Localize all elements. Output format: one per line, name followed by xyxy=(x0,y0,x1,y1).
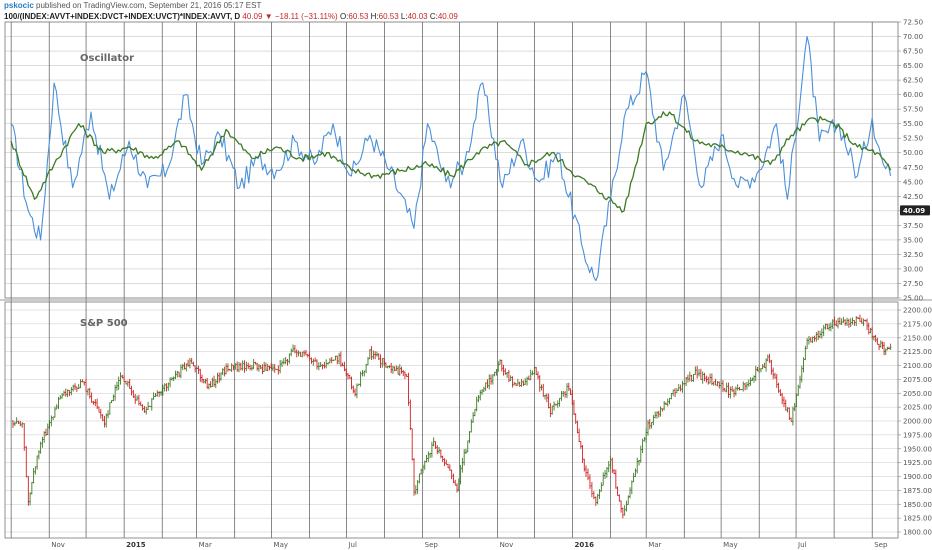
low-label: L: xyxy=(400,12,408,21)
x-tick-label: 2016 xyxy=(574,541,594,549)
spx-y-tick-label: 1800.00 xyxy=(903,529,932,537)
spx-y-tick-label: 2200.00 xyxy=(903,307,932,315)
oscillator-line-blue xyxy=(10,35,892,282)
osc-y-tick-label: 25.00 xyxy=(903,295,923,303)
spx-y-tick-label: 1950.00 xyxy=(903,445,932,453)
chart-header: pskocic published on TradingView.com, Se… xyxy=(4,1,904,22)
sp500-title: S&P 500 xyxy=(80,318,128,329)
sp500-panel-frame xyxy=(4,301,899,539)
spx-y-tick-label: 1875.00 xyxy=(903,487,932,495)
osc-y-tick-label: 62.50 xyxy=(903,77,923,85)
osc-y-tick-label: 32.50 xyxy=(903,251,923,259)
close-label: C: xyxy=(429,12,438,21)
publish-info: published on TradingView.com, September … xyxy=(36,1,262,10)
osc-y-tick-label: 70.00 xyxy=(903,33,923,41)
osc-y-tick-label: 37.50 xyxy=(903,222,923,230)
close-value: 40.09 xyxy=(437,12,458,21)
down-arrow-icon: ▼ xyxy=(264,12,273,21)
sp500-bars xyxy=(11,314,892,519)
osc-y-tick-label: 60.00 xyxy=(903,91,923,99)
spx-y-tick-label: 2175.00 xyxy=(903,320,932,328)
osc-y-tick-label: 47.50 xyxy=(903,164,923,172)
spx-y-tick-label: 1900.00 xyxy=(903,473,932,481)
open-value: 60.53 xyxy=(348,12,369,21)
osc-y-tick-label: 72.50 xyxy=(903,19,923,27)
spx-y-tick-label: 1850.00 xyxy=(903,501,932,509)
x-tick-label: Mar xyxy=(199,541,212,549)
osc-y-tick-label: 65.00 xyxy=(903,62,923,70)
spx-y-tick-label: 2100.00 xyxy=(903,362,932,370)
x-tick-label: Nov xyxy=(51,541,65,549)
panel-frames xyxy=(0,21,932,539)
spx-y-tick-label: 1825.00 xyxy=(903,515,932,523)
oscillator-title: Oscillator xyxy=(80,53,134,64)
oscillator-line-green xyxy=(10,111,892,213)
symbol-expression: 100/(INDEX:AVVT+INDEX:DVCT+INDEX:UVCT)*I… xyxy=(4,12,241,21)
symbol-line: 100/(INDEX:AVVT+INDEX:DVCT+INDEX:UVCT)*I… xyxy=(4,11,904,22)
high-label: H: xyxy=(370,12,379,21)
spx-y-tick-label: 1925.00 xyxy=(903,459,932,467)
high-value: 60.53 xyxy=(378,12,399,21)
last-value-tag: 40.09 xyxy=(900,205,930,216)
spx-y-tick-label: 2125.00 xyxy=(903,348,932,356)
low-value: 40.03 xyxy=(407,12,428,21)
change-value: −18.11 (−31.11%) xyxy=(274,12,338,21)
spx-y-tick-label: 2000.00 xyxy=(903,418,932,426)
osc-y-tick-label: 55.00 xyxy=(903,120,923,128)
sp500-grid xyxy=(5,309,898,533)
osc-y-tick-label: 52.50 xyxy=(903,135,923,143)
spx-y-tick-label: 2025.00 xyxy=(903,404,932,412)
osc-y-tick-label: 27.50 xyxy=(903,280,923,288)
last-value: 40.09 xyxy=(242,12,263,21)
time-axis[interactable]: Nov 2015 Mar May Jul Sep Nov 2016 Mar May Jul Sep xyxy=(51,541,888,549)
x-tick-label: Nov xyxy=(500,541,514,549)
spx-y-tick-label: 2050.00 xyxy=(903,390,932,398)
osc-y-tick-label: 45.00 xyxy=(903,178,923,186)
spx-y-tick-label: 1975.00 xyxy=(903,431,932,439)
spx-y-tick-label: 2150.00 xyxy=(903,334,932,342)
price-axis[interactable]: 72.50 70.00 67.50 65.00 62.50 60.00 57.50 55.00… xyxy=(898,19,932,537)
osc-y-tick-label: 35.00 xyxy=(903,236,923,244)
x-tick-label: May xyxy=(274,541,288,549)
x-tick-label: Sep xyxy=(874,541,888,549)
spx-y-tick-label: 2075.00 xyxy=(903,376,932,384)
vertical-gridlines xyxy=(10,22,873,538)
x-tick-label: May xyxy=(723,541,737,549)
author-link[interactable]: pskocic xyxy=(4,1,34,10)
osc-y-tick-label: 42.50 xyxy=(903,193,923,201)
osc-y-tick-label: 50.00 xyxy=(903,149,923,157)
x-tick-label: Sep xyxy=(425,541,439,549)
last-value-tag-bg xyxy=(900,205,930,216)
oscillator-series xyxy=(10,35,892,282)
osc-y-tick-label: 30.00 xyxy=(903,265,923,273)
x-tick-label: Mar xyxy=(648,541,661,549)
x-tick-label: Jul xyxy=(797,541,807,549)
publish-line: pskocic published on TradingView.com, Se… xyxy=(4,1,904,11)
x-tick-label: 2015 xyxy=(126,541,146,549)
osc-y-tick-label: 67.50 xyxy=(903,48,923,56)
last-value-tag-text: 40.09 xyxy=(903,207,925,215)
oscillator-panel-frame xyxy=(4,21,899,299)
osc-y-tick-label: 57.50 xyxy=(903,106,923,114)
x-tick-label: Jul xyxy=(347,541,357,549)
open-label: O: xyxy=(339,12,349,21)
